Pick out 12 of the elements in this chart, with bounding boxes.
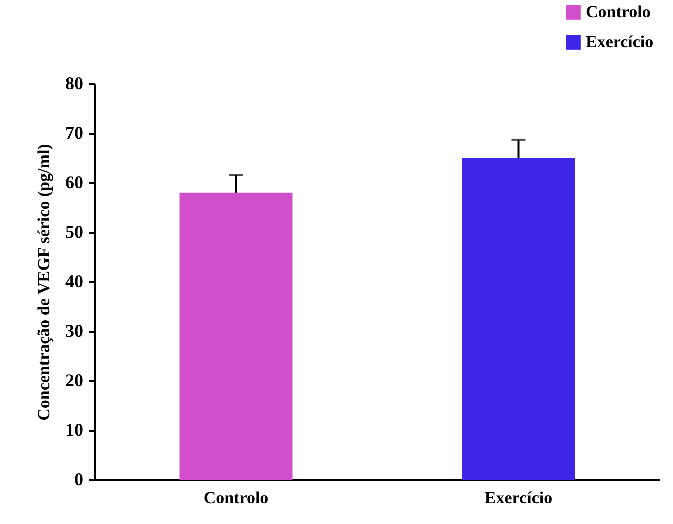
- y-tick-label: 30: [66, 321, 84, 341]
- y-tick-label: 0: [74, 470, 84, 490]
- y-tick-label: 20: [66, 370, 84, 390]
- y-tick-label: 60: [66, 172, 84, 192]
- y-tick-label: 10: [66, 420, 84, 440]
- y-tick-label: 80: [66, 74, 84, 94]
- legend-label: Controlo: [586, 2, 651, 22]
- y-tick-label: 70: [66, 123, 84, 143]
- y-axis-title: Concentração de VEGF sérico (pg/ml): [34, 144, 54, 421]
- y-tick-label: 50: [66, 222, 84, 242]
- legend-label: Exercício: [586, 32, 654, 52]
- y-tick-label: 40: [66, 272, 84, 292]
